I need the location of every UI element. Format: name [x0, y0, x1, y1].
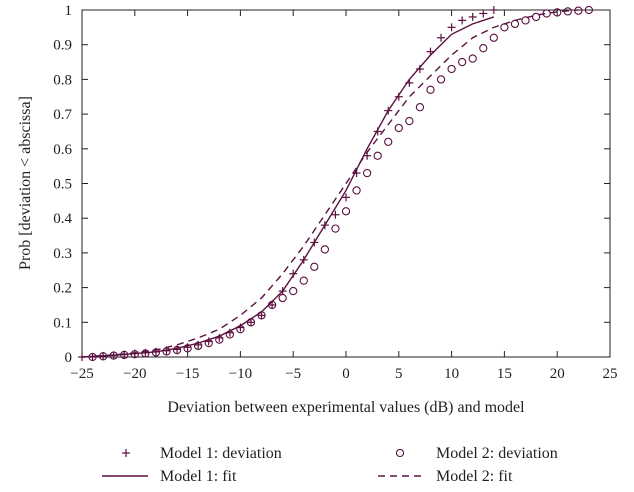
model2-deviation-point	[405, 116, 414, 126]
legend-entry: Model 2: fit	[378, 468, 513, 485]
model1-deviation-point	[458, 16, 467, 25]
x-tick-label: 0	[342, 366, 350, 382]
x-tick-label: −5	[285, 366, 301, 382]
legend-entry: Model 1: deviation	[122, 445, 282, 462]
model2-deviation-point	[458, 57, 467, 67]
model1-fit-line	[81, 16, 495, 358]
series-dashed	[81, 9, 579, 358]
model2-deviation-point	[531, 12, 541, 22]
model1-deviation-point	[437, 33, 446, 42]
model2-deviation-point	[331, 224, 340, 233]
model2-deviation-point	[447, 64, 456, 74]
y-tick-label: 0.2	[53, 281, 72, 297]
legend-label: Model 2: fit	[436, 468, 513, 485]
model2-deviation-point	[521, 16, 530, 25]
x-tick-label: −25	[70, 366, 93, 382]
model2-deviation-point	[352, 186, 361, 195]
legend-circle-icon	[395, 448, 405, 458]
legend-plus-icon	[122, 449, 130, 457]
y-tick-label: 1	[65, 3, 73, 19]
series-marker-circle	[88, 5, 594, 362]
x-tick-label: 20	[550, 366, 565, 382]
y-tick-label: 0.1	[53, 315, 72, 331]
x-tick-label: −20	[123, 366, 146, 382]
model2-deviation-point	[299, 276, 308, 285]
y-tick-label: 0.4	[53, 211, 72, 227]
x-tick-label: −10	[229, 366, 252, 382]
model1-deviation-point	[331, 210, 340, 219]
legend-label: Model 2: deviation	[436, 445, 558, 462]
series-marker-plus	[78, 6, 498, 361]
y-axis-ticks: 0 0.1 0.2 0.3 0.4 0.5 0.6 0.7 0.8 0.9 1	[53, 3, 610, 366]
model2-deviation-point	[194, 341, 203, 351]
legend-entry: Model 1: fit	[102, 468, 237, 485]
model2-deviation-point	[436, 75, 446, 84]
y-tick-label: 0	[65, 350, 73, 366]
model2-deviation-point	[426, 85, 435, 94]
model2-deviation-point	[278, 293, 287, 303]
model2-deviation-point	[341, 207, 351, 216]
y-tick-label: 0.5	[53, 177, 72, 193]
series-layer	[78, 5, 594, 362]
model1-deviation-point	[479, 9, 488, 18]
model1-deviation-point	[447, 23, 456, 32]
model2-deviation-point	[320, 245, 330, 254]
legend-label: Model 1: fit	[160, 468, 237, 485]
model2-fit-line	[81, 9, 579, 358]
legend-label: Model 1: deviation	[160, 445, 282, 462]
x-tick-label: 10	[444, 366, 459, 382]
model2-deviation-point	[479, 44, 488, 53]
model2-deviation-point	[500, 23, 509, 32]
model1-deviation-point	[204, 337, 213, 346]
model2-deviation-point	[584, 5, 594, 15]
series-solid	[81, 16, 495, 358]
model2-deviation-point	[310, 262, 319, 271]
model2-deviation-point	[384, 137, 393, 147]
model2-deviation-point	[172, 345, 182, 355]
model1-deviation-point	[342, 193, 350, 202]
legend-entry: Model 2: deviation	[395, 445, 558, 462]
model2-deviation-point	[183, 344, 192, 353]
model2-deviation-point	[373, 151, 382, 160]
plot-area: −25 −20 −15 −10 −5 0 5 10 15 20 25 0 0.1 0.2 0.3 0.4 0.…	[53, 3, 617, 382]
y-tick-label: 0.8	[53, 72, 72, 88]
y-axis-label: Prob [deviation < abscissa]	[17, 96, 34, 270]
model2-deviation-point	[289, 286, 298, 296]
model2-deviation-point	[362, 168, 372, 178]
x-tick-label: 5	[395, 366, 403, 382]
x-tick-label: 25	[603, 366, 618, 382]
model2-deviation-point	[510, 19, 520, 29]
model1-deviation-point	[215, 333, 224, 342]
y-tick-label: 0.7	[53, 107, 72, 123]
model2-deviation-point	[468, 54, 477, 63]
x-tick-label: 15	[497, 366, 512, 382]
y-tick-label: 0.6	[53, 142, 72, 158]
y-tick-label: 0.9	[53, 38, 72, 54]
model1-deviation-point	[468, 12, 477, 21]
model2-deviation-point	[489, 33, 498, 42]
x-tick-label: −15	[176, 366, 199, 382]
x-axis-label: Deviation between experimental values (d…	[167, 399, 525, 416]
x-axis-ticks: −25 −20 −15 −10 −5 0 5 10 15 20 25	[70, 10, 618, 382]
y-tick-label: 0.3	[53, 246, 72, 262]
legend: Model 1: deviation Model 2: deviation Mode…	[102, 445, 558, 485]
model1-deviation-point	[489, 6, 498, 14]
model2-deviation-point	[394, 123, 403, 133]
model2-deviation-point	[415, 103, 425, 112]
